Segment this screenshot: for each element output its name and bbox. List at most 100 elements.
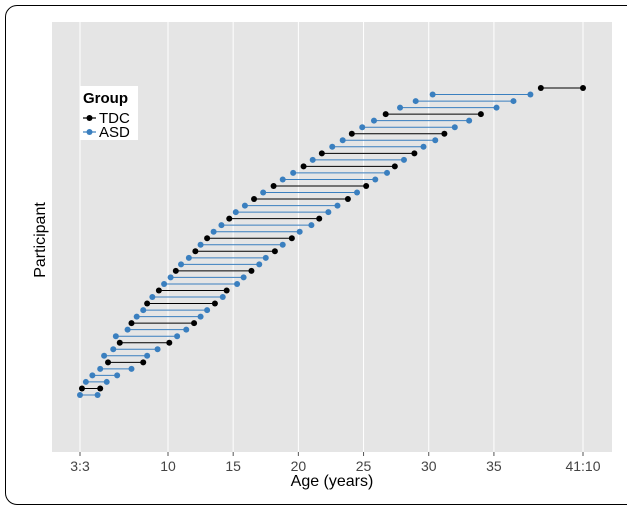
x-tick-label: 3:3 xyxy=(70,458,90,474)
scan-point xyxy=(166,339,173,346)
scan-point xyxy=(316,215,323,222)
scan-point xyxy=(172,267,179,274)
x-tick-label: 25 xyxy=(356,458,372,474)
scan-point xyxy=(82,378,89,385)
scan-point xyxy=(372,176,379,183)
participant-row xyxy=(218,222,315,229)
scan-point xyxy=(429,91,436,98)
legend-asd-marker xyxy=(86,129,93,135)
scan-point xyxy=(300,163,307,170)
scan-point xyxy=(218,222,225,229)
scan-point xyxy=(248,267,255,274)
participant-row xyxy=(537,85,586,91)
scan-point xyxy=(288,235,295,242)
scan-point xyxy=(191,320,198,327)
scan-point xyxy=(94,392,101,398)
scan-point xyxy=(185,254,192,261)
participant-row xyxy=(339,137,439,144)
scan-point xyxy=(251,196,258,203)
participant-row xyxy=(232,209,332,216)
participant-row xyxy=(78,385,104,392)
scan-point xyxy=(101,352,108,359)
participant-row xyxy=(110,346,161,353)
participant-row xyxy=(204,235,295,242)
participant-row xyxy=(167,274,247,281)
scan-point xyxy=(204,235,211,242)
scan-point xyxy=(211,300,218,307)
participant-row xyxy=(112,333,181,340)
y-axis-title: Participant xyxy=(32,202,49,278)
participant-row xyxy=(359,124,458,131)
scan-point xyxy=(219,294,226,301)
scan-point xyxy=(270,182,277,189)
scan-point xyxy=(210,228,217,235)
participant-row xyxy=(144,300,218,307)
x-tick-label: 20 xyxy=(291,458,307,474)
scan-point xyxy=(144,300,151,307)
scan-point xyxy=(391,163,398,170)
scan-point xyxy=(110,346,117,353)
scan-point xyxy=(105,359,112,366)
scan-point xyxy=(432,137,439,144)
scan-point xyxy=(441,130,448,137)
scan-point xyxy=(97,385,104,392)
scan-point xyxy=(339,137,346,144)
participant-row xyxy=(300,163,398,170)
participant-row xyxy=(251,196,351,203)
scan-point xyxy=(97,365,104,372)
participant-row xyxy=(192,248,278,255)
participant-row xyxy=(397,104,500,111)
scan-point xyxy=(308,222,315,229)
participant-row xyxy=(82,378,110,385)
scan-point xyxy=(348,130,355,137)
scan-point xyxy=(155,287,162,294)
participant-row xyxy=(149,294,226,301)
participant-row xyxy=(178,261,263,268)
x-tick-label: 10 xyxy=(160,458,176,474)
scan-point xyxy=(241,202,248,209)
scan-point xyxy=(256,261,263,268)
scan-point xyxy=(234,280,241,287)
scan-point xyxy=(411,150,418,157)
participant-row xyxy=(101,352,151,359)
x-axis-ticks: 3:3 10 15 20 25 30 35 41:10 xyxy=(70,452,601,474)
scan-point xyxy=(296,228,303,235)
scan-point xyxy=(124,326,131,333)
scan-point xyxy=(149,294,156,301)
scan-point xyxy=(325,209,332,216)
scan-point xyxy=(112,333,119,340)
participant-row xyxy=(124,326,190,333)
scan-point xyxy=(451,124,458,131)
participant-row xyxy=(329,143,427,150)
participant-row xyxy=(116,339,173,346)
scan-point xyxy=(140,307,147,314)
scan-point xyxy=(400,156,407,163)
scan-point xyxy=(174,333,181,340)
scan-point xyxy=(384,169,391,176)
scan-point xyxy=(527,91,534,98)
participant-row xyxy=(161,280,241,287)
participant-row xyxy=(382,111,484,118)
legend-tdc-marker xyxy=(86,115,93,121)
scan-point xyxy=(154,346,161,353)
scan-point xyxy=(240,274,247,281)
scan-point xyxy=(580,85,586,91)
scan-point xyxy=(412,98,419,105)
scan-point xyxy=(78,385,85,392)
participant-row xyxy=(309,156,407,163)
scan-point xyxy=(344,196,351,203)
participant-row xyxy=(77,392,101,398)
scan-point xyxy=(140,359,147,366)
legend-title: Group xyxy=(83,90,128,107)
scan-point xyxy=(477,111,484,118)
participant-row xyxy=(370,117,473,124)
scan-point xyxy=(89,372,96,379)
legend: Group TDC ASD xyxy=(80,86,138,141)
scan-point xyxy=(279,241,286,248)
scan-point xyxy=(318,150,325,157)
participant-row xyxy=(226,215,323,222)
participant-row xyxy=(105,359,147,366)
scan-point xyxy=(116,339,123,346)
participant-row xyxy=(185,254,269,261)
scan-point xyxy=(290,169,297,176)
